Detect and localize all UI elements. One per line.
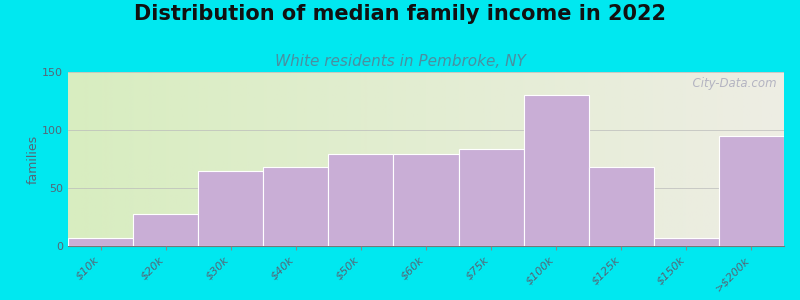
Text: City-Data.com: City-Data.com xyxy=(686,77,777,90)
Bar xyxy=(394,154,458,246)
Y-axis label: families: families xyxy=(26,134,39,184)
Bar xyxy=(524,95,589,246)
Text: White residents in Pembroke, NY: White residents in Pembroke, NY xyxy=(274,54,526,69)
Bar xyxy=(133,214,198,246)
Bar xyxy=(589,167,654,246)
Bar xyxy=(198,171,263,246)
Bar xyxy=(458,148,524,246)
Bar xyxy=(68,238,133,246)
Text: Distribution of median family income in 2022: Distribution of median family income in … xyxy=(134,4,666,25)
Bar xyxy=(719,136,784,246)
Bar xyxy=(654,238,719,246)
Bar xyxy=(263,167,328,246)
Bar xyxy=(328,154,394,246)
